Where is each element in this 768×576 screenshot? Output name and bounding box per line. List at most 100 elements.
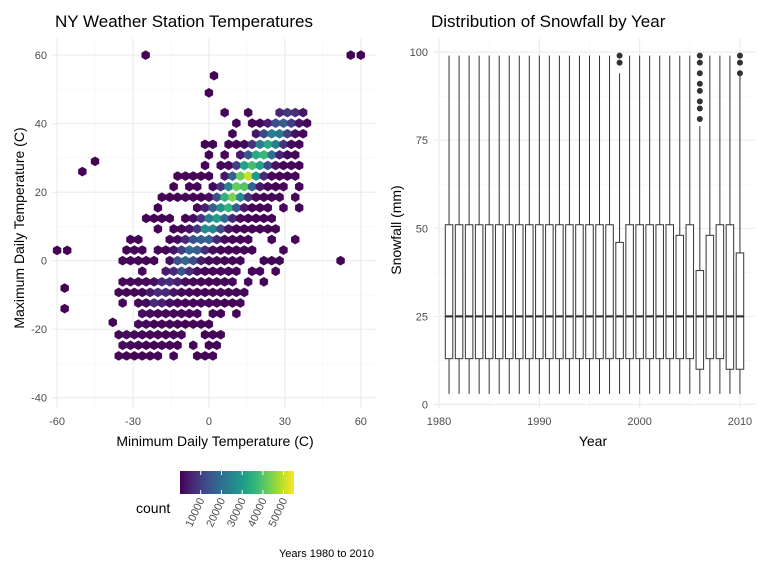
hexbin-x-tick-label: 60 xyxy=(355,416,367,428)
hexbin-cell xyxy=(122,329,131,340)
box-iqr xyxy=(705,234,715,360)
box-outlier-point xyxy=(696,98,703,105)
hexbin-y-axis-label: Maximum Daily Temperature (C) xyxy=(11,127,27,328)
hexbin-cell xyxy=(232,118,241,129)
hexbin-cell xyxy=(169,181,178,192)
hexbin-cell xyxy=(236,298,245,308)
hexbin-cells xyxy=(52,50,366,361)
boxplot-boxes xyxy=(444,52,745,394)
boxplot-x-tick-label: 1990 xyxy=(527,416,551,428)
hexbin-cell xyxy=(279,245,288,255)
hexbin-cell xyxy=(204,87,214,98)
hexbin-x-tick-label: -30 xyxy=(125,416,141,428)
hexbin-cell xyxy=(247,245,257,255)
hexbin-cell xyxy=(204,171,214,181)
hexbin-cell xyxy=(240,287,249,298)
hexbin-cell xyxy=(275,192,284,203)
box-2000 xyxy=(635,55,644,394)
box-iqr xyxy=(545,224,554,360)
hexbin-cell xyxy=(220,255,229,266)
box-iqr xyxy=(504,224,514,360)
box-1997 xyxy=(605,55,614,394)
hexbin-cell xyxy=(255,181,265,192)
hexbin-x-tick-label: -60 xyxy=(49,416,65,428)
box-iqr xyxy=(525,224,534,360)
boxplot-title: Distribution of Snowfall by Year xyxy=(431,12,666,31)
hexbin-cell xyxy=(141,255,151,266)
hexbin-cell xyxy=(153,351,163,361)
boxplot-x-tick-label: 2010 xyxy=(728,416,752,428)
hexbin-cell xyxy=(291,192,300,203)
hexbin-cell xyxy=(212,340,221,351)
hexbin-cell xyxy=(208,181,218,192)
hexbin-cell xyxy=(208,351,218,361)
hexbin-cell xyxy=(118,255,127,266)
hexbin-y-ticks: -40 -20 0 20 40 60 xyxy=(31,50,47,405)
hexbin-cell xyxy=(169,329,178,340)
box-2009 xyxy=(725,55,735,394)
box-iqr xyxy=(484,224,494,360)
caption: Years 1980 to 2010 xyxy=(279,548,374,560)
box-1982 xyxy=(454,55,464,394)
hexbin-cell xyxy=(271,224,280,234)
box-outlier-point xyxy=(696,105,703,112)
hexbin-cell xyxy=(141,50,150,60)
box-1994 xyxy=(575,55,584,394)
hexbin-cell xyxy=(165,255,174,266)
hexbin-cell xyxy=(138,329,147,340)
hexbin-cell xyxy=(200,329,210,340)
hexbin-cell xyxy=(243,107,253,118)
box-iqr xyxy=(665,224,674,360)
hexbin-cell xyxy=(232,308,241,319)
hexbin-cell xyxy=(192,181,202,192)
hexbin-cell xyxy=(243,234,253,245)
box-iqr xyxy=(685,224,695,360)
hexbin-x-ticks: -60 -30 0 30 60 xyxy=(49,416,367,428)
hexbin-cell xyxy=(263,202,272,213)
hexbin-cell xyxy=(356,50,366,60)
hexbin-cell xyxy=(177,329,186,340)
box-iqr xyxy=(605,224,614,360)
hexbin-cell xyxy=(302,118,312,129)
hexbin-cell xyxy=(275,255,284,266)
box-2004 xyxy=(675,55,685,394)
hexbin-y-tick-label: -40 xyxy=(31,393,47,405)
hexbin-x-axis-label: Minimum Daily Temperature (C) xyxy=(116,433,313,449)
hexbin-cell xyxy=(243,276,253,287)
box-outlier-point xyxy=(696,70,703,77)
hexbin-cell xyxy=(138,245,147,255)
hexbin-cell xyxy=(153,329,163,340)
hexbin-cell xyxy=(149,255,159,266)
box-iqr xyxy=(575,224,584,360)
hexbin-cell xyxy=(114,329,123,340)
hexbin-cell xyxy=(200,160,210,171)
hexbin-cell xyxy=(208,329,218,340)
hexbin-cell xyxy=(60,303,69,314)
legend-colorbar xyxy=(180,471,294,494)
box-iqr xyxy=(715,224,725,360)
box-outlier-point xyxy=(696,80,703,87)
boxplot-x-axis-label: Year xyxy=(579,433,608,449)
box-iqr xyxy=(725,224,735,370)
boxplot-x-ticks: 1980 1990 2000 2010 xyxy=(427,416,752,428)
box-1990 xyxy=(535,55,544,394)
box-2002 xyxy=(655,55,664,394)
hexbin-cell xyxy=(240,181,249,192)
hexbin-cell xyxy=(259,276,269,287)
hexbin-cell xyxy=(259,255,269,266)
hexbin-cell xyxy=(192,308,202,319)
hexbin-cell xyxy=(209,70,219,81)
hexbin-cell xyxy=(255,266,265,277)
hexbin-cell xyxy=(220,150,229,160)
hexbin-cell xyxy=(108,317,117,328)
hexbin-cell xyxy=(204,255,214,266)
hexbin-cell xyxy=(216,181,225,192)
box-iqr xyxy=(464,224,474,360)
hexbin-cell xyxy=(346,50,355,60)
hexbin-cell xyxy=(291,107,300,118)
hexbin-cell xyxy=(291,150,300,160)
box-2001 xyxy=(645,55,654,394)
hexbin-cell xyxy=(153,224,163,234)
hexbin-cell xyxy=(294,139,304,150)
